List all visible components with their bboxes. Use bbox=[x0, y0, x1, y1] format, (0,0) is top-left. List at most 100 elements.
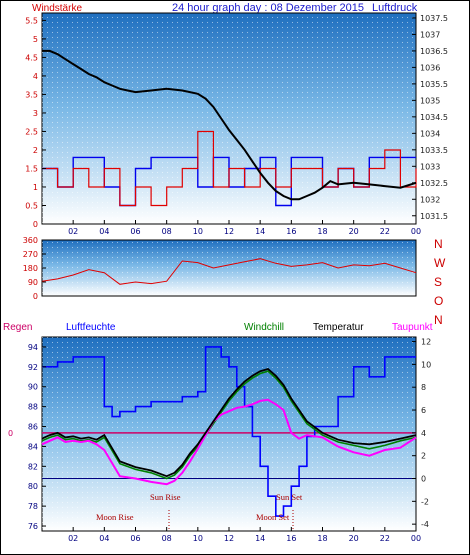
right-tick-label: 1032 bbox=[420, 195, 440, 204]
x-tick-label: 20 bbox=[349, 227, 359, 236]
temperature-tick-label: 8 bbox=[421, 383, 426, 392]
right-tick-label: 1034.5 bbox=[420, 113, 448, 122]
sun-rise-label: Sun Rise bbox=[150, 492, 181, 502]
dewpoint-series-line bbox=[41, 398, 417, 486]
x-tick-label: 16 bbox=[286, 227, 296, 236]
x-tick-label: 00 bbox=[411, 534, 421, 543]
x-tick-label: 16 bbox=[286, 534, 296, 543]
moon-rise-label: Moon Rise bbox=[96, 512, 134, 522]
wind-pressure-xticks: 02 04 06 08 10 12 14 16 18 20 22 00 bbox=[68, 220, 421, 236]
temperature-humidity-marks bbox=[41, 346, 417, 517]
humidity-tick-label: 76 bbox=[28, 522, 38, 531]
temperature-humidity-xticks: 02 04 06 08 10 12 14 16 18 20 22 00 bbox=[68, 527, 421, 543]
left-tick-label: 1 bbox=[33, 183, 38, 192]
x-tick-label: 12 bbox=[224, 227, 234, 236]
left-tick-label: 1.5 bbox=[25, 164, 38, 173]
x-tick-label: 18 bbox=[317, 227, 327, 236]
left-tick-label: 5 bbox=[33, 35, 38, 44]
temperature-humidity-axes: 76 78 80 82 84 86 88 90 92 94 -4 -2 0 2 4 6 8 10 12 0 bbox=[8, 338, 431, 531]
x-tick-label: 22 bbox=[380, 227, 390, 236]
windchill-label: Windchill bbox=[244, 322, 284, 333]
panel-wind-direction-grid bbox=[42, 240, 416, 296]
x-tick-label: 14 bbox=[255, 534, 265, 543]
humidity-label: Luftfeuchte bbox=[66, 322, 116, 333]
right-tick-label: 1031.5 bbox=[420, 212, 448, 221]
right-tick-label: 1033 bbox=[420, 162, 440, 171]
x-tick-label: 12 bbox=[224, 534, 234, 543]
rain-tick-label: 0 bbox=[8, 429, 13, 438]
left-tick-label: 2 bbox=[33, 146, 38, 155]
left-tick-label: 3.5 bbox=[25, 90, 38, 99]
pressure-title: Luftdruck bbox=[372, 2, 418, 14]
right-tick-label: 1037 bbox=[420, 30, 440, 39]
humidity-tick-label: 92 bbox=[28, 363, 38, 372]
humidity-tick-label: 82 bbox=[28, 462, 38, 471]
moon-set-label: Moon Set bbox=[256, 512, 290, 522]
wind-pressure-axes: 0 0.5 1 1.5 2 2.5 3 3.5 4 4.5 5 5.5 1031.5 1032 1032.5… bbox=[25, 14, 448, 229]
humidity-tick-label: 90 bbox=[28, 383, 38, 392]
x-tick-label: 04 bbox=[99, 227, 109, 236]
dewpoint-label: Taupunkt bbox=[392, 322, 433, 333]
compass-label: O bbox=[434, 294, 443, 308]
temperature-label: Temperatur bbox=[313, 322, 364, 333]
direction-tick-label: 270 bbox=[23, 250, 38, 259]
temperature-tick-label: 4 bbox=[421, 429, 426, 438]
right-tick-label: 1035 bbox=[420, 96, 440, 105]
humidity-tick-label: 88 bbox=[28, 403, 38, 412]
x-tick-label: 14 bbox=[255, 227, 265, 236]
right-tick-label: 1032.5 bbox=[420, 179, 448, 188]
humidity-tick-label: 84 bbox=[28, 442, 38, 451]
left-tick-label: 2.5 bbox=[25, 127, 38, 136]
x-tick-label: 18 bbox=[317, 534, 327, 543]
pressure-series-line bbox=[42, 49, 417, 201]
left-tick-label: 5.5 bbox=[25, 16, 38, 25]
x-tick-label: 08 bbox=[162, 227, 172, 236]
temperature-tick-label: 0 bbox=[421, 475, 426, 484]
temperature-tick-label: -2 bbox=[421, 497, 429, 506]
humidity-tick-label: 78 bbox=[28, 502, 38, 511]
humidity-tick-label: 80 bbox=[28, 482, 38, 491]
x-tick-label: 02 bbox=[68, 534, 78, 543]
x-tick-label: 20 bbox=[349, 534, 359, 543]
left-tick-label: 0.5 bbox=[25, 201, 38, 210]
left-tick-label: 4 bbox=[33, 72, 38, 81]
left-tick-label: 0 bbox=[33, 220, 38, 229]
humidity-tick-label: 94 bbox=[28, 343, 38, 352]
compass-label: N bbox=[434, 237, 443, 251]
x-tick-label: 22 bbox=[380, 534, 390, 543]
compass-label: W bbox=[434, 256, 446, 270]
right-tick-label: 1037.5 bbox=[420, 14, 448, 23]
wind-pressure-marks bbox=[42, 49, 417, 207]
wind-series-line bbox=[42, 130, 417, 207]
humidity-tick-label: 86 bbox=[28, 423, 38, 432]
temperature-series-line bbox=[41, 368, 417, 478]
direction-tick-label: 180 bbox=[23, 264, 38, 273]
x-tick-label: 04 bbox=[99, 534, 109, 543]
x-tick-label: 02 bbox=[68, 227, 78, 236]
x-tick-label: 10 bbox=[193, 227, 203, 236]
x-tick-label: 06 bbox=[130, 534, 140, 543]
temperature-tick-label: 2 bbox=[421, 452, 426, 461]
direction-tick-label: 90 bbox=[28, 278, 38, 287]
wind-title: Windstärke bbox=[32, 3, 82, 14]
chart-title: 24 hour graph day : 08 Dezember 2015 bbox=[172, 2, 364, 14]
right-tick-label: 1036.5 bbox=[420, 47, 448, 56]
rain-label: Regen bbox=[3, 322, 32, 333]
temperature-tick-label: 10 bbox=[421, 360, 431, 369]
humidity-series-line bbox=[42, 346, 416, 517]
temperature-tick-label: -4 bbox=[421, 520, 429, 529]
x-tick-label: 10 bbox=[193, 534, 203, 543]
left-tick-label: 3 bbox=[33, 109, 38, 118]
x-tick-label: 06 bbox=[130, 227, 140, 236]
temperature-tick-label: 6 bbox=[421, 406, 426, 415]
direction-tick-label: 0 bbox=[33, 292, 38, 301]
x-tick-label: 00 bbox=[411, 227, 421, 236]
right-tick-label: 1034 bbox=[420, 129, 440, 138]
compass-label: N bbox=[434, 313, 443, 327]
right-tick-label: 1036 bbox=[420, 63, 440, 72]
right-tick-label: 1033.5 bbox=[420, 146, 448, 155]
x-tick-label: 08 bbox=[162, 534, 172, 543]
direction-series-line bbox=[41, 258, 417, 285]
sun-set-label: Sun Set bbox=[276, 492, 303, 502]
